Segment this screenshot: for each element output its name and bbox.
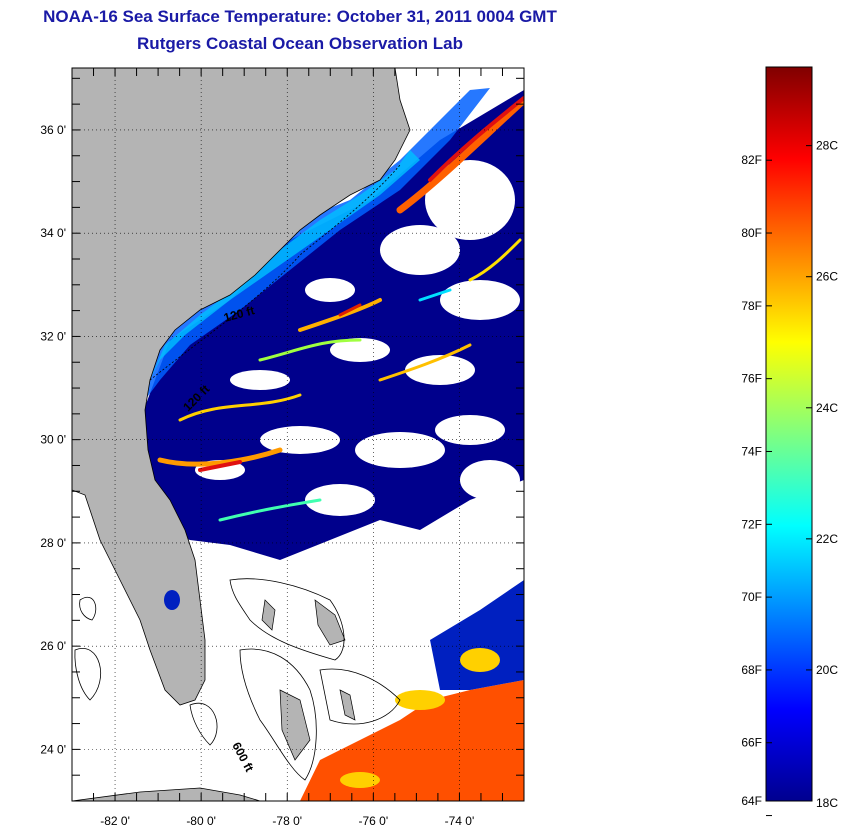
isobath-contours <box>74 164 401 781</box>
lon-tick-label: -76 0' <box>359 814 389 828</box>
colorbar-f-label: 74F <box>741 444 762 458</box>
colorbar-c-label: 26C <box>816 270 838 284</box>
warm-filaments <box>157 96 524 522</box>
colorbar-c-label: 24C <box>816 401 838 415</box>
lon-tick-label: -82 0' <box>100 814 130 828</box>
colorbar-f-label: 66F <box>741 736 762 750</box>
colorbar-c-label: 28C <box>816 139 838 153</box>
lat-tick-label: 30 0' <box>40 433 66 447</box>
coastal-cyan-band <box>150 150 420 380</box>
lon-tick-label: -80 0' <box>186 814 216 828</box>
lat-tick-label: 24 0' <box>40 742 66 756</box>
colorbar-f-label: 82F <box>741 153 762 167</box>
lat-tick-label: 28 0' <box>40 536 66 550</box>
colorbar <box>765 66 813 802</box>
colorbar-c-label: 18C <box>816 796 838 810</box>
lon-tick-label: -74 0' <box>445 814 475 828</box>
lat-tick-label: 26 0' <box>40 639 66 653</box>
lat-tick-label: 34 0' <box>40 226 66 240</box>
land-us-southeast <box>72 68 411 706</box>
latitude-axis: 36 0' 34 0' 32 0' 30 0' 28 0' 26 0' 24 0' <box>40 77 524 802</box>
lat-tick-label: 32 0' <box>40 329 66 343</box>
figure-subtitle: Rutgers Coastal Ocean Observation Lab <box>137 34 463 53</box>
colorbar-f-label: 76F <box>741 372 762 386</box>
colorbar-fahrenheit-scale: 82F 80F 78F 76F 74F 72F 70F 68F 66F 64F <box>741 153 772 817</box>
land-bahamas <box>261 599 356 761</box>
colorbar-f-label: 64F <box>741 794 762 808</box>
colorbar-celsius-scale: 28C 26C 24C 22C 20C 18C <box>806 139 838 810</box>
lon-tick-label: -78 0' <box>272 814 302 828</box>
longitude-axis: -82 0' -80 0' -78 0' -76 0' -74 0' <box>71 68 525 828</box>
colorbar-f-label: 72F <box>741 517 762 531</box>
colorbar-f-label: 78F <box>741 299 762 313</box>
colorbar-f-label: 70F <box>741 590 762 604</box>
map-plot <box>72 68 524 801</box>
map-frame <box>71 67 525 802</box>
graticule <box>72 68 524 801</box>
figure-title: NOAA-16 Sea Surface Temperature: October… <box>43 7 557 26</box>
bahamas-yellow-patches <box>340 648 500 788</box>
lat-tick-label: 36 0' <box>40 123 66 137</box>
colorbar-c-label: 22C <box>816 532 838 546</box>
cloud-gaps <box>195 160 520 516</box>
land-cuba <box>72 787 261 801</box>
colorbar-f-label: 80F <box>741 226 762 240</box>
bahamas-warm-sst <box>300 680 524 801</box>
colorbar-c-label: 20C <box>816 663 838 677</box>
southeast-cold-sst <box>430 580 524 690</box>
lake-okeechobee <box>164 590 180 610</box>
colorbar-f-label: 68F <box>741 663 762 677</box>
